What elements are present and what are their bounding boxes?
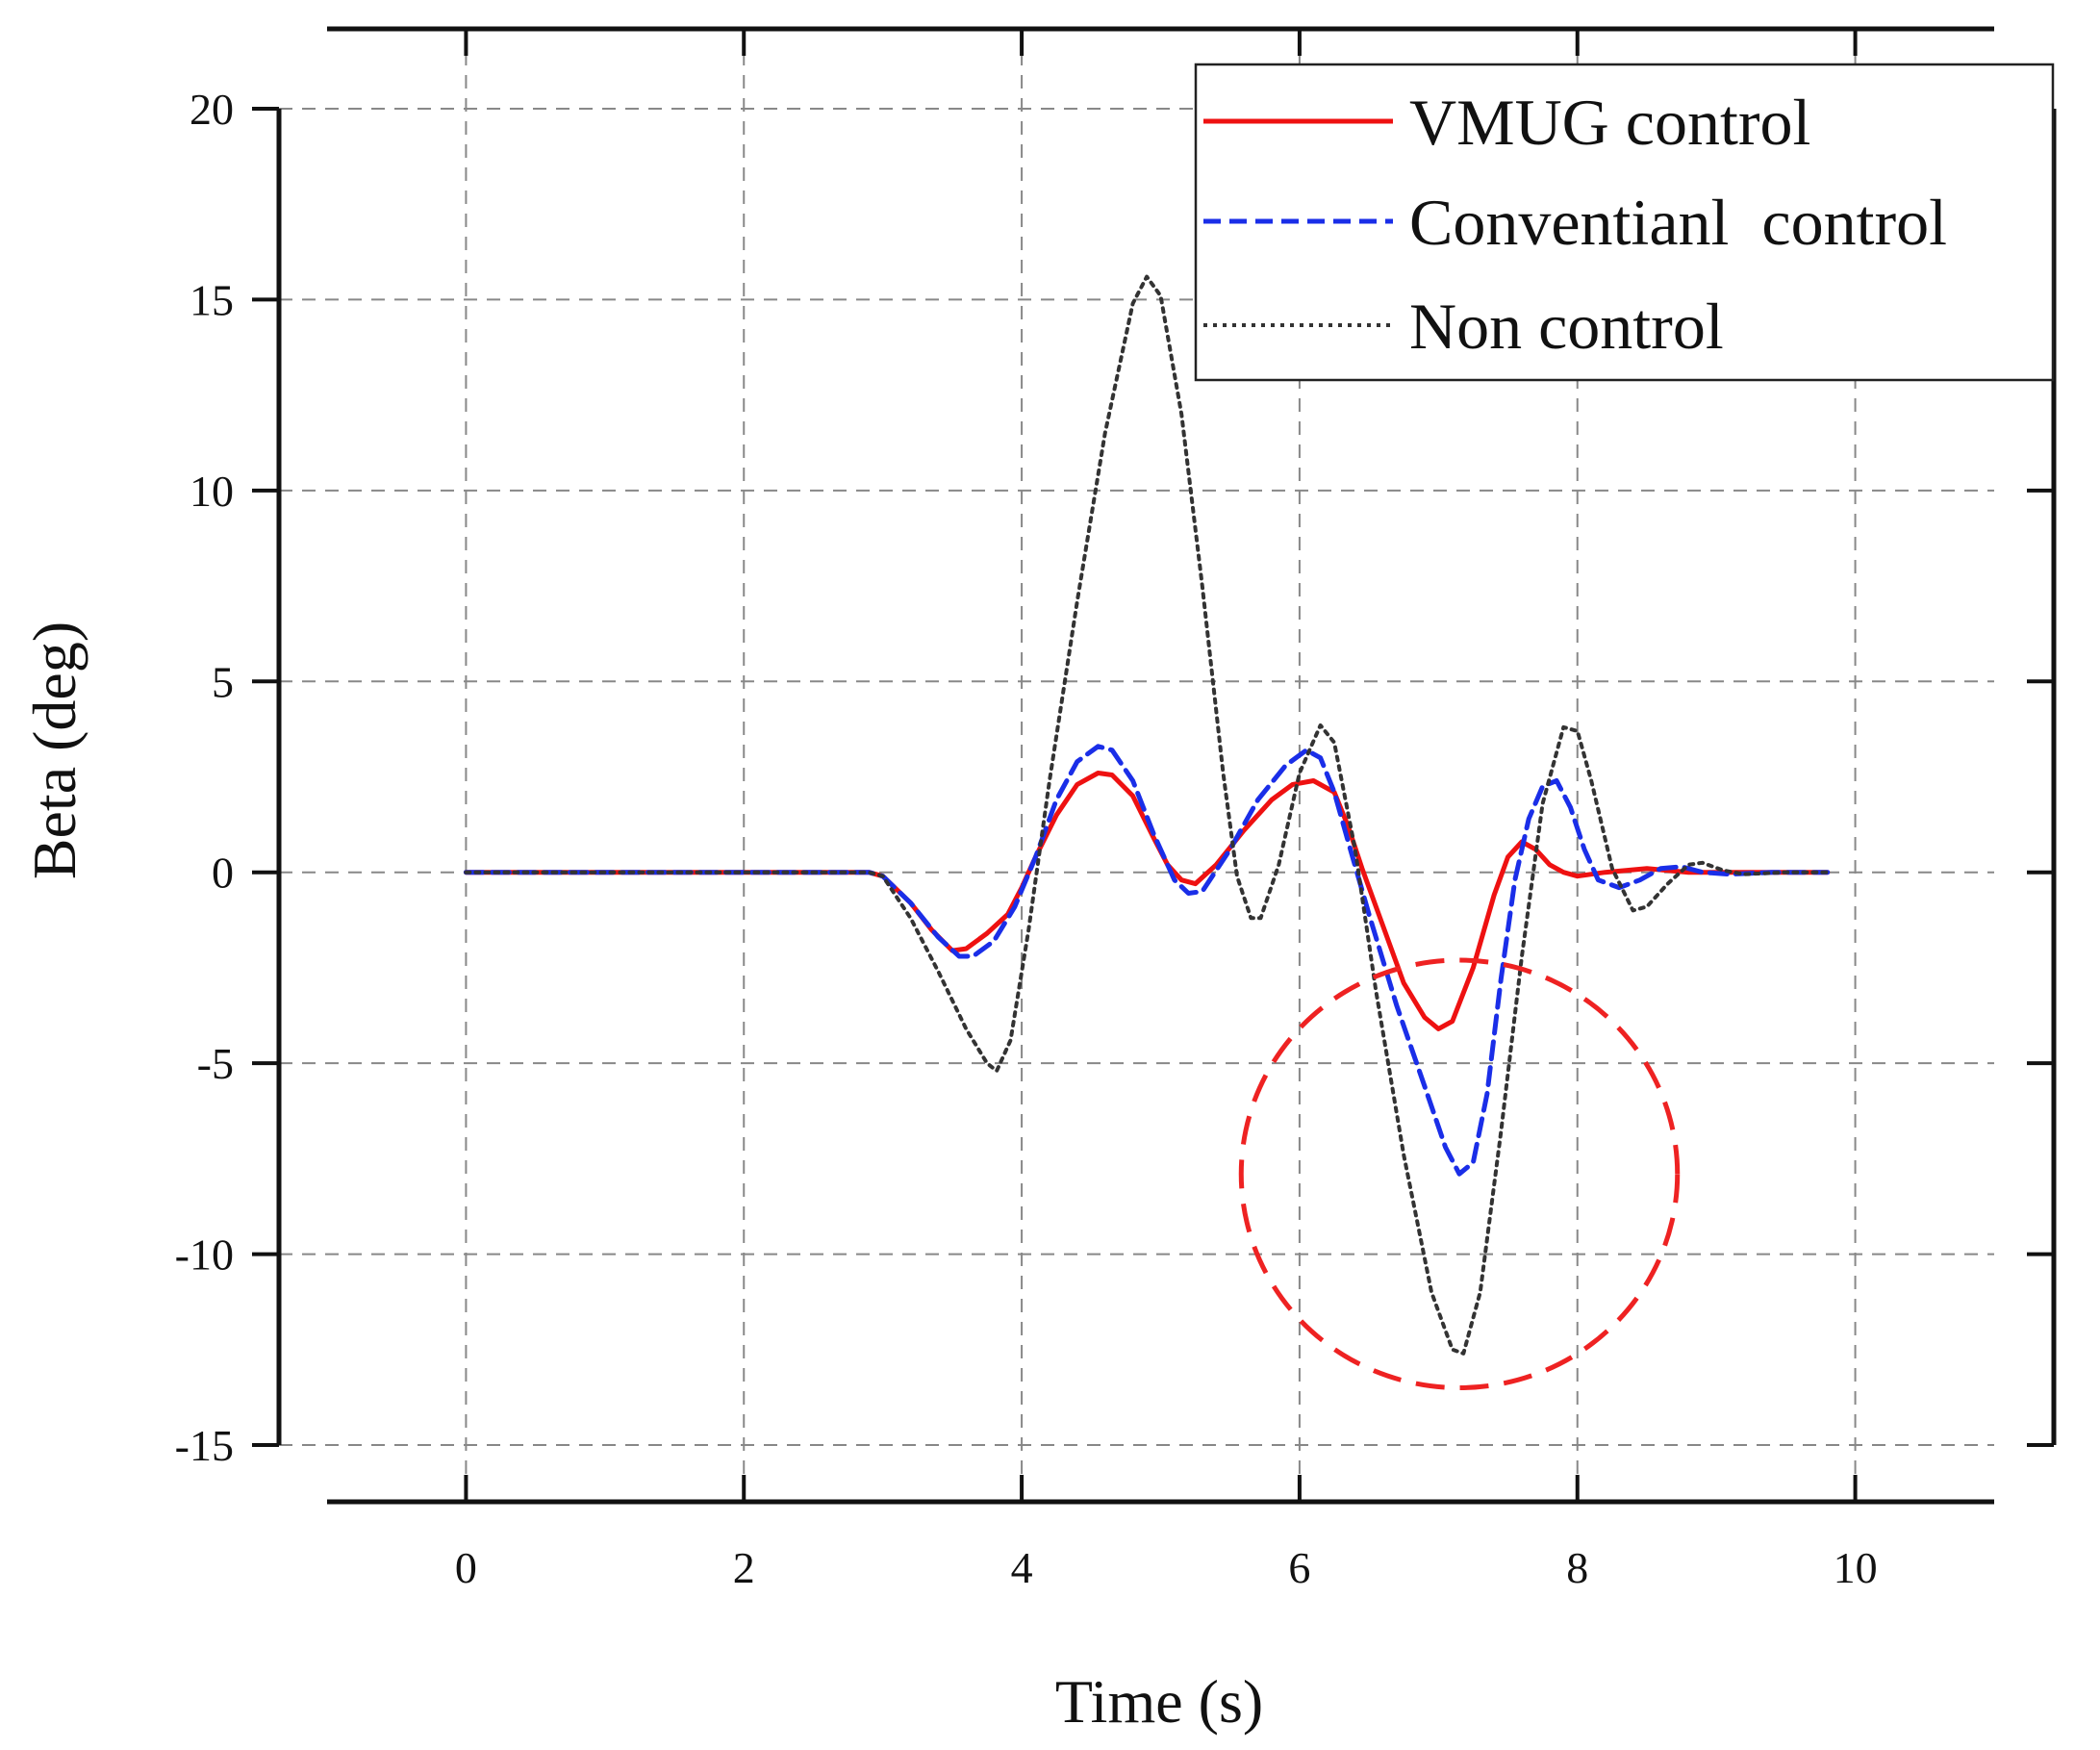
legend: VMUG control Conventianl control Non con… (1194, 63, 2055, 382)
x-tick-label-3: 6 (1288, 1543, 1310, 1592)
legend-label-conventional: Conventianl control (1409, 186, 1947, 259)
x-tick-label-0: 0 (455, 1543, 477, 1592)
series-layer (463, 274, 1831, 1356)
x-tick-label-1: 2 (733, 1543, 755, 1592)
y-tick-label-4: 5 (212, 657, 234, 706)
y-tick-label-1: -10 (175, 1230, 234, 1280)
x-tick-label-2: 4 (1011, 1543, 1033, 1592)
y-axis-title: Beta (deg) (20, 621, 89, 879)
y-tick-label-6: 15 (190, 275, 234, 324)
series-line-0 (463, 771, 1831, 1031)
y-tick-label-5: 10 (190, 467, 234, 516)
grid-lines (279, 29, 1994, 1502)
x-tick-label-5: 10 (1834, 1543, 1878, 1592)
y-tick-label-2: -5 (197, 1039, 234, 1088)
annotation-dashed-circle (1238, 957, 1681, 1390)
x-tick-label-4: 8 (1566, 1543, 1588, 1592)
y-tick-label-0: -15 (175, 1421, 234, 1470)
series-line-1 (463, 744, 1831, 1177)
legend-label-vmug: VMUG control (1409, 86, 1810, 159)
legend-label-non-control: Non control (1409, 290, 1724, 363)
y-tick-label-7: 20 (190, 85, 234, 134)
tick-labels: 0 2 4 6 8 10 -15 -10 -5 0 5 10 15 20 (175, 85, 1878, 1592)
series-line-2 (464, 274, 1830, 1356)
y-tick-label-3: 0 (212, 849, 234, 898)
x-axis-title: Time (s) (1055, 1667, 1263, 1736)
